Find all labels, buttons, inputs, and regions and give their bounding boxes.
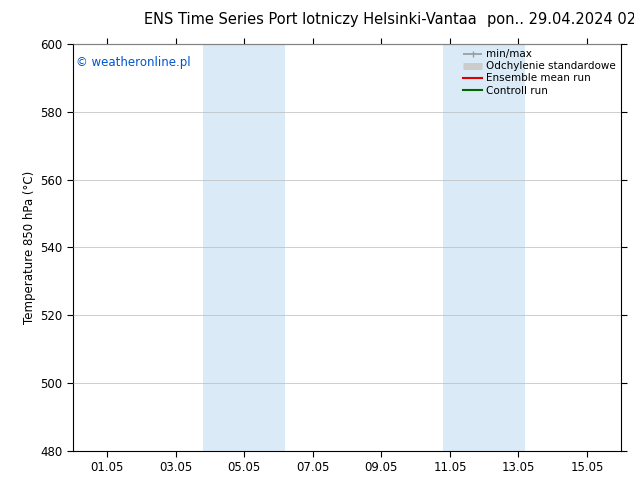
Legend: min/max, Odchylenie standardowe, Ensemble mean run, Controll run: min/max, Odchylenie standardowe, Ensembl…: [462, 47, 618, 98]
Bar: [443, 44, 526, 451]
Text: ENS Time Series Port lotniczy Helsinki-Vantaa: ENS Time Series Port lotniczy Helsinki-V…: [144, 12, 477, 27]
Y-axis label: Temperature 850 hPa (°C): Temperature 850 hPa (°C): [23, 171, 36, 324]
Text: pon.. 29.04.2024 02 UTC: pon.. 29.04.2024 02 UTC: [487, 12, 634, 27]
Text: © weatheronline.pl: © weatheronline.pl: [75, 56, 190, 69]
Bar: [203, 44, 285, 451]
